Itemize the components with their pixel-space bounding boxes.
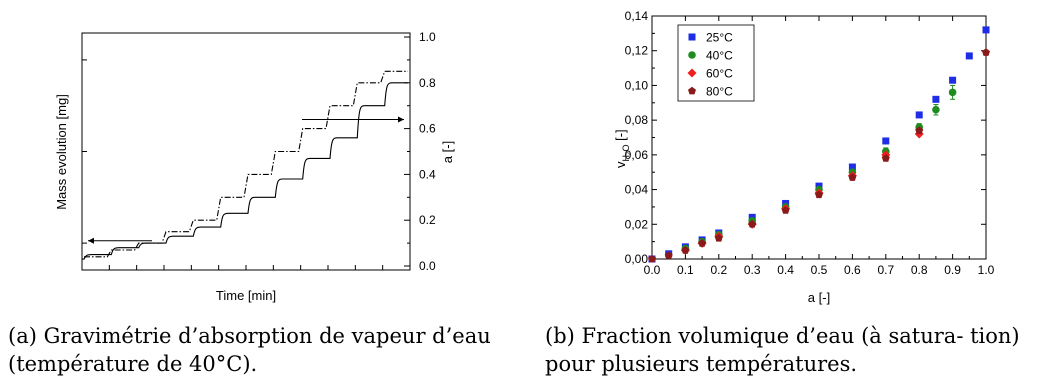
point-square [932, 95, 940, 103]
point-square [982, 26, 990, 34]
axis-ticks-b [651, 15, 987, 260]
axis-arrows [88, 116, 404, 244]
point-pentagon [698, 239, 707, 247]
point-pentagon [815, 190, 823, 199]
y-tick-label: 0,04 [625, 183, 649, 197]
legend-label: 40°C [706, 49, 733, 63]
legend-marker [688, 33, 696, 41]
x-tick-label: 0.5 [811, 263, 828, 277]
point-pentagon [881, 154, 890, 162]
right-tick-label: 0.0 [419, 259, 436, 273]
point-circle [932, 105, 940, 114]
point-circle [948, 88, 957, 97]
right-tick-label: 0.2 [419, 213, 436, 227]
humidity-dash-dot-line [84, 70, 408, 258]
point-pentagon [648, 254, 656, 263]
point-square [915, 111, 923, 119]
legend-marker [688, 86, 696, 95]
point-pentagon [748, 220, 757, 228]
point-square [949, 76, 957, 84]
point-square [965, 52, 973, 60]
legend: 25°C 40°C 60°C 80°C [677, 24, 755, 102]
x-axis-label-b: a [-] [808, 290, 830, 305]
y-tick-label: 0,00 [625, 252, 649, 266]
point-pentagon [982, 48, 990, 56]
y-tick-label: 0,08 [625, 113, 649, 127]
y-axis-label-unit: [-] [613, 129, 628, 144]
error-bars [682, 84, 956, 251]
y-axis-label-sub: H₂O [621, 145, 631, 162]
x-tick-label: 0.6 [844, 263, 861, 277]
point-pentagon [848, 173, 857, 181]
y-axis-label-left-a: Mass evolution [mg] [54, 94, 69, 210]
y-tick-label: 0,06 [625, 148, 649, 162]
mass-solid-line [82, 82, 408, 260]
right-arrow-head [398, 116, 404, 123]
x-tick-label: 0.9 [944, 263, 961, 277]
right-tick-label: 0.4 [419, 167, 436, 181]
left-arrow-head [88, 237, 94, 244]
y-axis-label-b: vH₂O [-] [613, 129, 631, 168]
y-axis-label-v: v [613, 161, 628, 168]
caption-a: (a) Gravimétrie d’absorption de vapeur d… [8, 324, 491, 376]
legend-marker [688, 51, 696, 59]
y-axis-label-right-a: a [-] [440, 141, 455, 163]
right-tick-label: 0.8 [419, 76, 436, 90]
right-tick-label: 1.0 [419, 30, 436, 44]
axis-tick-labels-b: 0.0 0.1 0.2 0.3 0.4 0.5 0.6 0.7 0.8 0.9 1.0 0,00 0,0… [625, 9, 995, 277]
caption-b: (b) Fraction volumique d’eau (à satura- … [545, 324, 1020, 376]
x-tick-label: 0.2 [710, 263, 727, 277]
legend-label: 60°C [706, 67, 733, 81]
y-tick-label: 0,12 [625, 44, 649, 58]
point-pentagon [664, 251, 673, 259]
volume-fraction-chart: 0.0 0.1 0.2 0.3 0.4 0.5 0.6 0.7 0.8 0.9 1.0 0,00 0,0… [613, 9, 995, 305]
plot-frame-a [81, 32, 411, 271]
x-tick-label: 0.7 [877, 263, 894, 277]
x-tick-label: 1.0 [978, 263, 995, 277]
x-tick-label: 0.1 [677, 263, 694, 277]
gravimetry-series [82, 70, 408, 260]
gravimetry-chart: 0.0 0.2 0.4 0.6 0.8 1.0 Time [min] Mass evolu… [54, 30, 455, 303]
legend-label: 80°C [706, 85, 733, 99]
y-tick-label: 0,14 [625, 9, 649, 23]
legend-marker [687, 68, 697, 78]
y-tick-label: 0,02 [625, 217, 649, 231]
point-pentagon [915, 126, 924, 134]
right-axis-tick-labels: 0.0 0.2 0.4 0.6 0.8 1.0 [419, 30, 436, 273]
x-axis-label-a: Time [min] [216, 288, 276, 303]
x-tick-label: 0.8 [911, 263, 928, 277]
x-tick-label: 0.0 [644, 263, 661, 277]
point-pentagon [714, 233, 723, 242]
point-square [848, 163, 856, 171]
x-tick-label: 0.4 [777, 263, 794, 277]
axis-ticks-a [82, 36, 411, 270]
data-points [648, 26, 990, 263]
y-tick-label: 0,10 [625, 78, 649, 92]
legend-label: 25°C [706, 31, 733, 45]
x-tick-label: 0.3 [744, 263, 761, 277]
point-pentagon [781, 206, 790, 214]
right-tick-label: 0.6 [419, 122, 436, 136]
point-pentagon [681, 246, 690, 254]
point-square [882, 137, 890, 145]
